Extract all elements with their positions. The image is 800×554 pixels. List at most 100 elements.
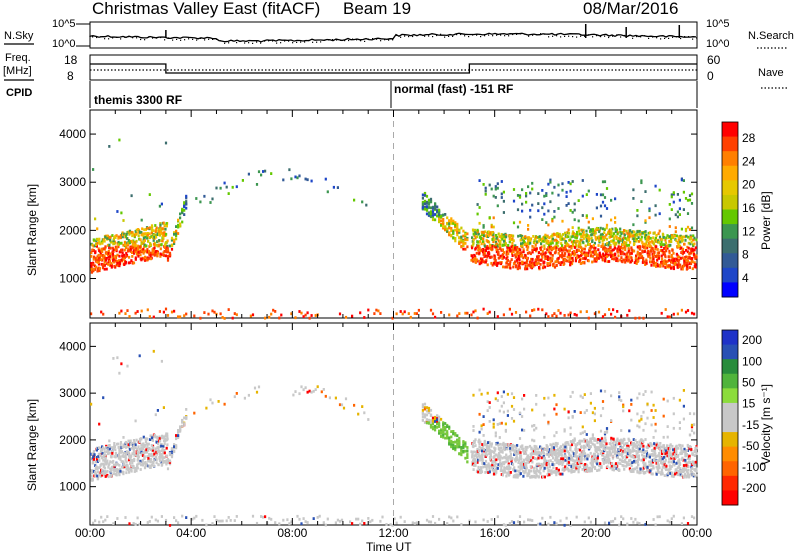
power-data-cell	[116, 253, 119, 257]
power-data-cell	[664, 247, 667, 251]
velocity-data-cell	[493, 448, 497, 452]
power-data-cell	[638, 316, 641, 320]
velocity-data-cell	[94, 467, 97, 471]
nsearch-point	[156, 37, 158, 39]
power-data-cell	[581, 235, 584, 238]
velocity-data-cell	[146, 455, 149, 458]
power-data-cell	[223, 181, 226, 185]
power-data-cell	[687, 241, 690, 245]
power-data-cell	[476, 203, 479, 206]
power-data-cell	[657, 240, 660, 244]
velocity-data-cell	[448, 425, 451, 429]
power-data-cell	[499, 247, 502, 250]
velocity-data-cell	[162, 439, 166, 443]
power-data-cell	[687, 255, 690, 259]
power-data-cell	[512, 199, 516, 203]
power-data-cell	[310, 314, 313, 317]
power-data-cell	[529, 208, 532, 212]
velocity-data-cell	[466, 446, 469, 449]
power-data-cell	[576, 254, 579, 257]
power-data-cell	[158, 310, 161, 313]
power-data-cell	[262, 170, 265, 173]
nsearch-point	[532, 34, 534, 36]
power-data-cell	[501, 237, 504, 241]
power-data-cell	[687, 246, 690, 250]
power-data-cell	[533, 248, 536, 251]
power-data-cell	[549, 178, 552, 182]
power-data-cell	[612, 241, 615, 245]
velocity-data-cell	[446, 425, 449, 428]
power-data-cell	[150, 229, 153, 232]
velocity-data-cell	[514, 444, 517, 448]
power-data-cell	[423, 207, 427, 211]
power-data-cell	[572, 232, 575, 235]
velocity-data-cell	[512, 419, 516, 423]
velocity-data-cell	[233, 395, 236, 399]
power-data-cell	[113, 260, 116, 264]
velocity-data-cell	[530, 459, 533, 462]
power-data-cell	[96, 237, 99, 241]
power-data-cell	[181, 211, 184, 215]
power-data-cell	[690, 257, 694, 260]
power-data-cell	[107, 252, 110, 255]
velocity-data-cell	[225, 519, 228, 523]
power-data-cell	[477, 240, 480, 244]
power-data-cell	[603, 231, 606, 234]
velocity-data-cell	[491, 464, 494, 467]
power-data-cell	[593, 312, 596, 316]
velocity-data-cell	[555, 522, 558, 526]
power-data-cell	[438, 210, 441, 214]
power-data-cell	[413, 312, 416, 315]
power-data-cell	[429, 212, 433, 216]
velocity-data-cell	[488, 406, 491, 409]
velocity-data-cell	[593, 437, 596, 441]
power-data-cell	[565, 195, 568, 198]
power-data-cell	[502, 239, 506, 243]
velocity-data-cell	[580, 457, 583, 461]
velocity-data-cell	[140, 463, 143, 467]
velocity-data-cell	[500, 395, 503, 398]
power-data-cell	[587, 220, 590, 224]
power-data-cell	[686, 309, 690, 312]
velocity-data-cell	[154, 447, 157, 451]
power-data-cell	[599, 233, 602, 237]
power-data-cell	[668, 264, 671, 267]
velocity-data-cell	[486, 409, 489, 412]
velocity-data-cell	[159, 454, 163, 458]
power-data-cell	[233, 312, 236, 315]
nsearch-point	[228, 42, 230, 44]
power-data-cell	[99, 254, 102, 257]
power-data-cell	[526, 259, 529, 262]
velocity-data-cell	[179, 425, 182, 429]
velocity-data-cell	[597, 446, 600, 449]
power-data-cell	[464, 233, 467, 236]
velocity-data-cell	[591, 411, 594, 415]
power-data-cell	[522, 241, 525, 245]
velocity-data-cell	[596, 469, 599, 472]
power-data-cell	[657, 254, 660, 258]
power-data-cell	[599, 193, 603, 197]
power-data-cell	[595, 238, 598, 241]
power-data-cell	[619, 230, 622, 234]
power-data-cell	[458, 236, 461, 240]
velocity-data-cell	[504, 460, 507, 464]
velocity-data-cell	[487, 471, 490, 474]
power-data-cell	[551, 314, 554, 317]
velocity-data-cell	[516, 469, 519, 473]
power-data-cell	[484, 260, 487, 264]
power-data-cell	[564, 240, 567, 243]
power-data-cell	[120, 211, 123, 215]
velocity-data-cell	[158, 450, 161, 453]
power-data-cell	[482, 225, 485, 229]
power-data-cell	[605, 223, 609, 227]
power-data-cell	[151, 226, 154, 229]
power-data-cell	[645, 246, 648, 250]
velocity-data-cell	[460, 449, 463, 452]
power-data-cell	[482, 307, 485, 311]
power-data-cell	[561, 233, 565, 236]
power-data-cell	[126, 249, 129, 253]
velocity-data-cell	[583, 457, 586, 461]
velocity-data-cell	[130, 469, 133, 473]
power-data-cell	[603, 180, 607, 184]
velocity-data-cell	[103, 472, 106, 476]
